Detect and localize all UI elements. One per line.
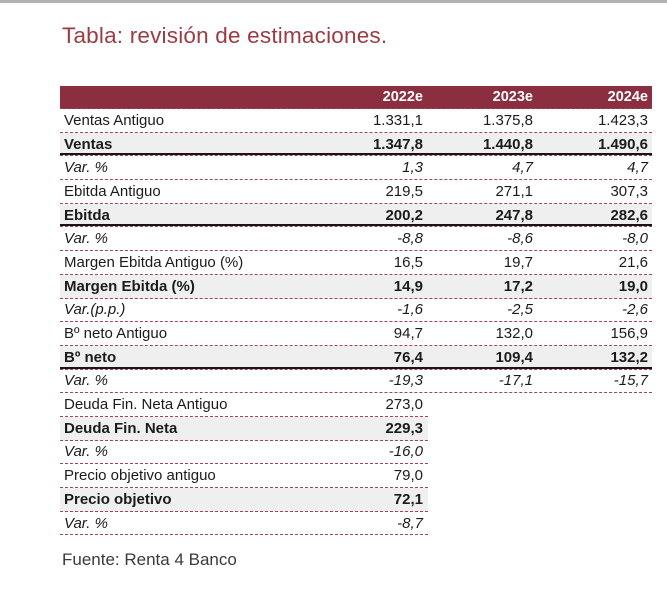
- column-header-2022e: 2022e: [382, 89, 423, 105]
- cell-2023e: 19,7: [503, 253, 533, 271]
- cell-2022e: 1.347,8: [372, 135, 423, 153]
- table-row: Deuda Fin. Neta 229,3: [60, 416, 428, 441]
- cell-2023e: 1.375,8: [482, 111, 533, 129]
- cell-2023e: 109,4: [495, 348, 533, 366]
- table-row: Var. % -19,3 -17,1 -15,7: [60, 370, 652, 394]
- row-label: Ventas: [64, 135, 113, 153]
- cell-2024e: 307,3: [610, 182, 648, 200]
- row-label: Ebitda Antiguo: [64, 182, 161, 200]
- row-label: Ebitda: [64, 206, 110, 224]
- row-label: Var. %: [64, 230, 108, 248]
- table-header-row: 2022e 2023e 2024e: [60, 86, 652, 109]
- table-row: Precio objetivo 72,1: [60, 488, 428, 512]
- cell-2022e: 16,5: [393, 253, 423, 271]
- top-divider: [0, 0, 667, 3]
- cell-2022e: 1.331,1: [372, 111, 423, 129]
- table-row: Bº neto Antiguo 94,7 132,0 156,9: [60, 322, 652, 346]
- cell-2022e: 94,7: [393, 325, 423, 343]
- table-row: Var. % -16,0: [60, 441, 428, 465]
- cell-2023e: -8,6: [507, 230, 533, 248]
- cell-2023e: -17,1: [498, 372, 533, 390]
- table-row: Var. % -8,8 -8,6 -8,0: [60, 227, 652, 252]
- cell-2024e: -8,0: [622, 230, 648, 248]
- table-row: Ebitda Antiguo 219,5 271,1 307,3: [60, 180, 652, 204]
- row-label: Precio objetivo antiguo: [64, 467, 216, 485]
- cell-2022e: -8,8: [397, 230, 423, 248]
- cell-2022e: -1,6: [397, 301, 423, 319]
- cell-2024e: 1.490,6: [597, 135, 648, 153]
- row-label: Var.(p.p.): [64, 301, 126, 319]
- estimates-table: 2022e 2023e 2024e Ventas Antiguo 1.331,1 1…: [60, 86, 652, 536]
- table-row: Margen Ebitda Antiguo (%) 16,5 19,7 21,6: [60, 251, 652, 275]
- column-header-2023e: 2023e: [492, 89, 533, 105]
- cell-2022e: 76,4: [393, 348, 423, 366]
- cell-2022e: 229,3: [385, 419, 423, 437]
- cell-2023e: 1.440,8: [482, 135, 533, 153]
- cell-2022e: 14,9: [393, 277, 423, 295]
- column-header-2024e: 2024e: [607, 89, 648, 105]
- row-label: Var. %: [64, 514, 108, 532]
- page-title: Tabla: revisión de estimaciones.: [62, 23, 388, 48]
- table-row: Precio objetivo antiguo 79,0: [60, 464, 428, 488]
- table-row: Margen Ebitda (%) 14,9 17,2 19,0: [60, 274, 652, 299]
- table-row: Deuda Fin. Neta Antiguo 273,0: [60, 393, 428, 417]
- cell-2024e: 1.423,3: [597, 111, 648, 129]
- cell-2022e: 219,5: [385, 182, 423, 200]
- row-label: Var. %: [64, 372, 108, 390]
- cell-2024e: 4,7: [627, 159, 648, 177]
- row-label: Deuda Fin. Neta: [64, 419, 178, 437]
- row-label: Bº neto Antiguo: [64, 325, 168, 343]
- cell-2022e: -16,0: [388, 443, 423, 461]
- row-label: Precio objetivo: [64, 490, 172, 508]
- row-label: Margen Ebitda Antiguo (%): [64, 253, 244, 271]
- row-label: Ventas Antiguo: [64, 111, 165, 129]
- row-label: Var. %: [64, 443, 108, 461]
- cell-2023e: 271,1: [495, 182, 533, 200]
- cell-2022e: 1,3: [402, 159, 423, 177]
- row-label: Var. %: [64, 159, 108, 177]
- cell-2022e: -8,7: [397, 514, 423, 532]
- cell-2024e: -2,6: [622, 301, 648, 319]
- row-label: Margen Ebitda (%): [64, 277, 195, 295]
- table-row: Ventas 1.347,8 1.440,8 1.490,6: [60, 132, 652, 157]
- table-row: Ventas Antiguo 1.331,1 1.375,8 1.423,3: [60, 109, 652, 133]
- table-row: Ebitda 200,2 247,8 282,6: [60, 203, 652, 228]
- cell-2023e: -2,5: [507, 301, 533, 319]
- cell-2022e: 79,0: [393, 467, 423, 485]
- table-row: Var.(p.p.) -1,6 -2,5 -2,6: [60, 299, 652, 323]
- cell-2023e: 247,8: [495, 206, 533, 224]
- source-note: Fuente: Renta 4 Banco: [62, 550, 237, 570]
- cell-2022e: 273,0: [385, 396, 423, 414]
- cell-2024e: 282,6: [610, 206, 648, 224]
- cell-2022e: -19,3: [388, 372, 423, 390]
- cell-2024e: 156,9: [610, 325, 648, 343]
- cell-2023e: 4,7: [512, 159, 533, 177]
- cell-2023e: 132,0: [495, 325, 533, 343]
- cell-2024e: 132,2: [610, 348, 648, 366]
- cell-2022e: 200,2: [385, 206, 423, 224]
- table-row: Var. % 1,3 4,7 4,7: [60, 156, 652, 181]
- row-label: Bº neto: [64, 348, 117, 366]
- cell-2022e: 72,1: [393, 490, 423, 508]
- cell-2024e: 19,0: [618, 277, 648, 295]
- table-row: Bº neto 76,4 109,4 132,2: [60, 345, 652, 370]
- cell-2023e: 17,2: [503, 277, 533, 295]
- table-row: Var. % -8,7: [60, 512, 428, 536]
- row-label: Deuda Fin. Neta Antiguo: [64, 396, 228, 414]
- table-body: Ventas Antiguo 1.331,1 1.375,8 1.423,3 Venta…: [60, 109, 652, 536]
- cell-2024e: 21,6: [618, 253, 648, 271]
- cell-2024e: -15,7: [613, 372, 648, 390]
